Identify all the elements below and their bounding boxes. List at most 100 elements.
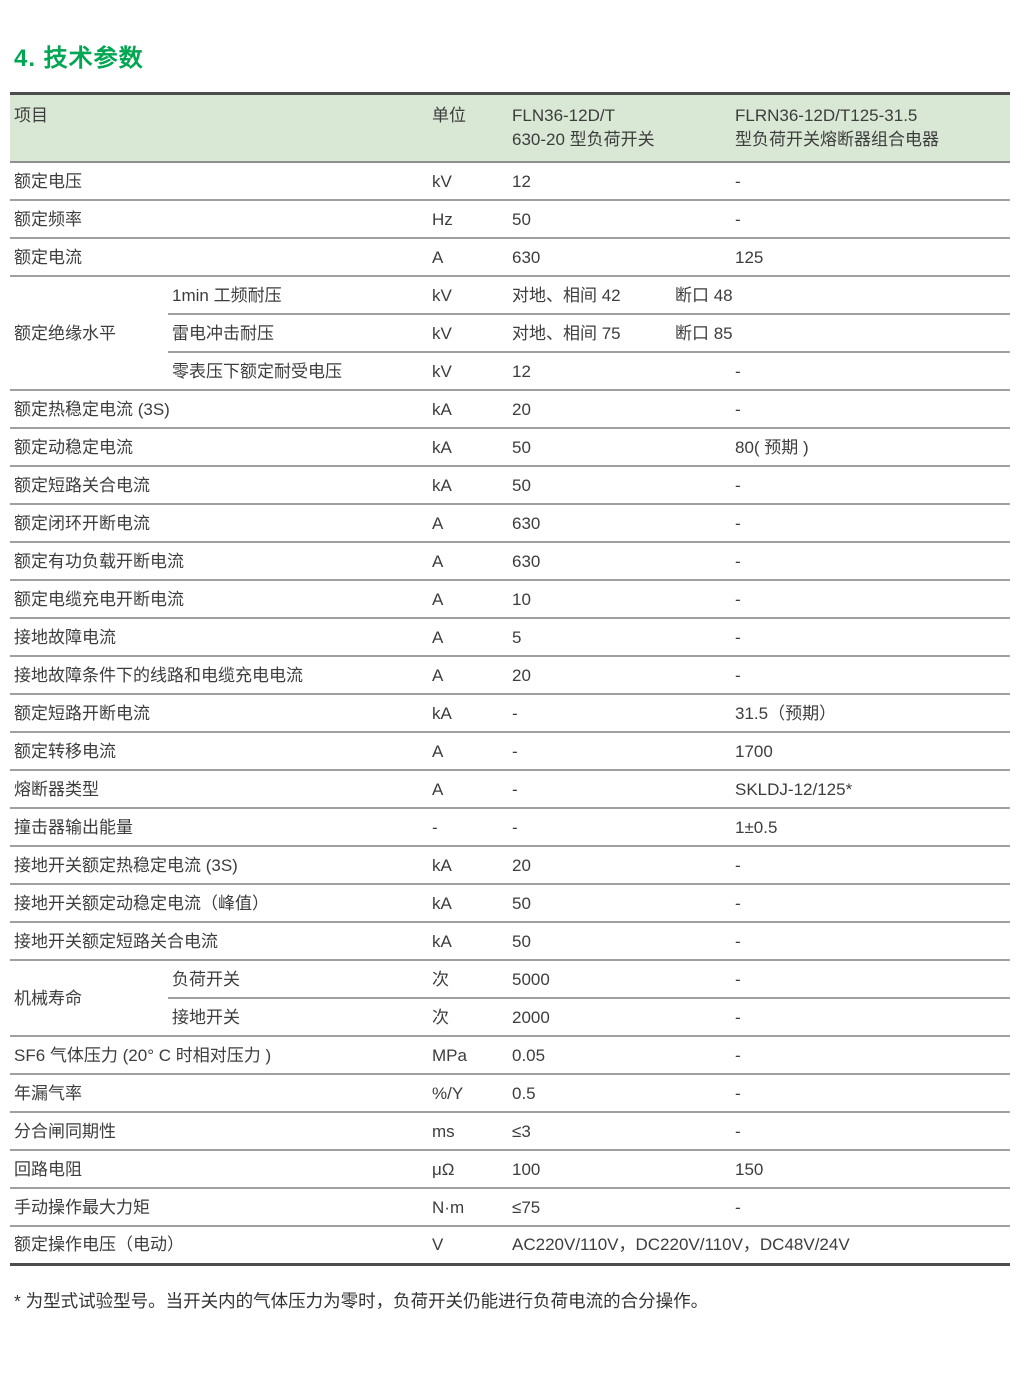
row-value-2: - <box>731 1035 1010 1074</box>
table-row: 接地故障电流 A 5 - <box>10 617 1010 656</box>
row-value-1: 50 <box>508 427 731 466</box>
table-row: 额定操作电压（电动） V AC220V/110V，DC220V/110V，DC4… <box>10 1225 1010 1264</box>
row-value-1: 630 <box>508 541 731 580</box>
row-unit: ms <box>428 1111 508 1150</box>
row-value-2: - <box>731 579 1010 618</box>
table-row: 额定有功负载开断电流 A 630 - <box>10 541 1010 580</box>
row-label: 接地开关额定动稳定电流（峰值） <box>10 883 428 922</box>
row-value-1: 0.05 <box>508 1035 731 1074</box>
row-label: 接地故障条件下的线路和电缆充电电流 <box>10 655 428 694</box>
row-unit: - <box>428 807 508 846</box>
row-sublabel: 接地开关 <box>168 997 428 1036</box>
row-label: 接地开关额定短路关合电流 <box>10 921 428 960</box>
row-unit: kA <box>428 921 508 960</box>
row-unit: %/Y <box>428 1073 508 1112</box>
row-value-1: 20 <box>508 655 731 694</box>
row-unit: 次 <box>428 997 508 1036</box>
row-value-1: 5 <box>508 617 731 656</box>
row-label: 额定电压 <box>14 171 82 191</box>
row-value-1: - <box>508 807 731 846</box>
row-label: 接地开关额定热稳定电流 (3S) <box>10 845 428 884</box>
table-row: 雷电冲击耐压 kV 对地、相间 75 断口 85 <box>10 313 1010 352</box>
row-label: 分合闸同期性 <box>10 1111 428 1150</box>
row-value-2: - <box>731 503 1010 542</box>
row-label: 额定有功负载开断电流 <box>10 541 428 580</box>
header-product2-line2: 型负荷开关熔断器组合电器 <box>735 130 939 149</box>
table-row: 零表压下额定耐受电压 kV 12 - <box>10 351 1010 390</box>
row-label: SF6 气体压力 (20° C 时相对压力 ) <box>10 1035 428 1074</box>
table-row: 年漏气率 %/Y 0.5 - <box>10 1073 1010 1112</box>
row-value-2: 1±0.5 <box>731 807 1010 846</box>
row-value-1: 12 <box>512 171 531 191</box>
row-label: 熔断器类型 <box>10 769 428 808</box>
row-value-2: - <box>731 617 1010 656</box>
row-label: 额定转移电流 <box>10 731 428 770</box>
row-value-1: - <box>508 693 731 732</box>
row-value-2: SKLDJ-12/125* <box>731 769 1010 808</box>
row-value-1: 50 <box>508 883 731 922</box>
row-value-ground-phase: 对地、相间 75 <box>512 323 621 343</box>
table-row: 额定动稳定电流 kA 50 80( 预期 ) <box>10 427 1010 466</box>
row-value-1: 50 <box>508 921 731 960</box>
row-sublabel: 负荷开关 <box>168 959 428 998</box>
row-unit: A <box>428 731 508 770</box>
header-product2-line1: FLRN36-12D/T125-31.5 <box>735 106 918 125</box>
spec-table: 项目 单位 FLN36-12D/T 630-20 型负荷开关 FLRN36-12… <box>10 92 1010 1266</box>
row-unit: A <box>428 237 508 276</box>
row-group-label: 机械寿命 <box>10 959 168 1036</box>
row-value-2: 1700 <box>731 731 1010 770</box>
table-header: 项目 单位 FLN36-12D/T 630-20 型负荷开关 FLRN36-12… <box>10 93 1010 163</box>
header-row: 项目 单位 FLN36-12D/T 630-20 型负荷开关 FLRN36-12… <box>10 93 1010 163</box>
header-product1: FLN36-12D/T 630-20 型负荷开关 <box>508 93 731 163</box>
table-row: 接地开关额定短路关合电流 kA 50 - <box>10 921 1010 960</box>
row-value-2: - <box>731 1111 1010 1150</box>
row-label: 额定电缆充电开断电流 <box>10 579 428 618</box>
row-value-2: - <box>731 1073 1010 1112</box>
header-product1-line2: 630-20 型负荷开关 <box>512 130 655 149</box>
row-label: 手动操作最大力矩 <box>10 1187 428 1226</box>
row-value-1: 20 <box>508 845 731 884</box>
row-value-2: - <box>731 921 1010 960</box>
table-row: 额定电压 kV 12 - <box>10 162 1010 200</box>
row-label: 额定频率 <box>10 199 428 238</box>
footnote: * 为型式试验型号。当开关内的气体压力为零时，负荷开关仍能进行负荷电流的合分操作… <box>14 1291 709 1311</box>
row-value-1: 20 <box>508 389 731 428</box>
row-value-2: - <box>731 389 1010 428</box>
row-unit: A <box>428 769 508 808</box>
table-row: 接地开关额定热稳定电流 (3S) kA 20 - <box>10 845 1010 884</box>
row-value-2: - <box>731 541 1010 580</box>
header-product1-line1: FLN36-12D/T <box>512 106 615 125</box>
row-label: 额定热稳定电流 (3S) <box>10 389 428 428</box>
row-value-2: 31.5（预期） <box>731 693 1010 732</box>
row-value-1: 100 <box>508 1149 731 1188</box>
row-value-1: 2000 <box>508 997 731 1036</box>
row-label: 额定动稳定电流 <box>10 427 428 466</box>
row-value-2: - <box>731 959 1010 998</box>
row-value-1: 12 <box>508 351 731 390</box>
row-value-break: 断口 48 <box>675 285 733 305</box>
row-label: 接地故障电流 <box>10 617 428 656</box>
row-label: 撞击器输出能量 <box>10 807 428 846</box>
row-unit: Hz <box>428 199 508 238</box>
row-value-1: 10 <box>508 579 731 618</box>
row-unit: μΩ <box>428 1149 508 1188</box>
row-label: 额定闭环开断电流 <box>10 503 428 542</box>
row-value-2: - <box>731 883 1010 922</box>
table-row: 接地开关额定动稳定电流（峰值） kA 50 - <box>10 883 1010 922</box>
row-unit: N·m <box>428 1187 508 1226</box>
row-label: 年漏气率 <box>10 1073 428 1112</box>
section-title: 4. 技术参数 <box>14 45 144 72</box>
row-unit: 次 <box>428 959 508 998</box>
table-row: SF6 气体压力 (20° C 时相对压力 ) MPa 0.05 - <box>10 1035 1010 1074</box>
row-value-2: - <box>731 845 1010 884</box>
table-row: 额定短路开断电流 kA - 31.5（预期） <box>10 693 1010 732</box>
row-unit: A <box>428 655 508 694</box>
row-value-1: - <box>508 731 731 770</box>
row-unit: A <box>428 503 508 542</box>
table-row: 额定闭环开断电流 A 630 - <box>10 503 1010 542</box>
row-value-2: - <box>735 171 741 191</box>
row-sublabel: 雷电冲击耐压 <box>168 313 428 352</box>
table-row: 手动操作最大力矩 N·m ≤75 - <box>10 1187 1010 1226</box>
table-row: 接地开关 次 2000 - <box>10 997 1010 1036</box>
